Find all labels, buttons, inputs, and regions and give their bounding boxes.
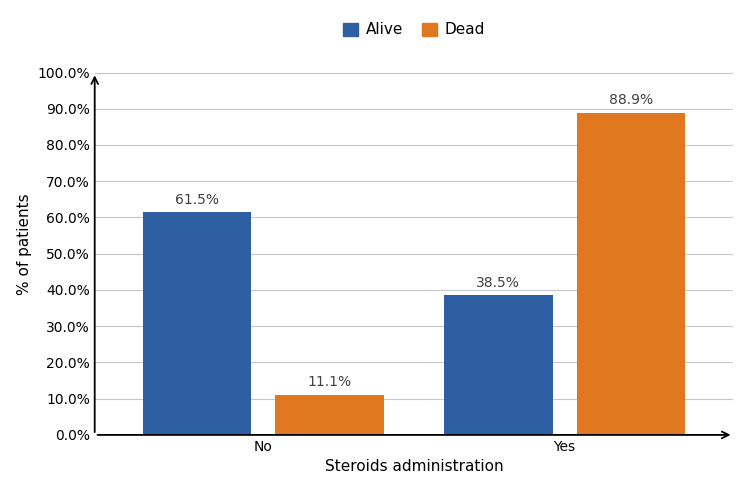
Text: 88.9%: 88.9% xyxy=(609,93,653,108)
Text: 61.5%: 61.5% xyxy=(176,192,219,207)
Bar xyxy=(577,113,686,435)
Text: 38.5%: 38.5% xyxy=(476,276,520,290)
Legend: Alive, Dead: Alive, Dead xyxy=(337,16,491,44)
X-axis label: Steroids administration: Steroids administration xyxy=(325,460,503,474)
Bar xyxy=(444,296,553,435)
Bar xyxy=(275,395,384,435)
Text: 11.1%: 11.1% xyxy=(308,375,352,389)
Bar xyxy=(143,212,251,435)
Y-axis label: % of patients: % of patients xyxy=(16,194,32,296)
